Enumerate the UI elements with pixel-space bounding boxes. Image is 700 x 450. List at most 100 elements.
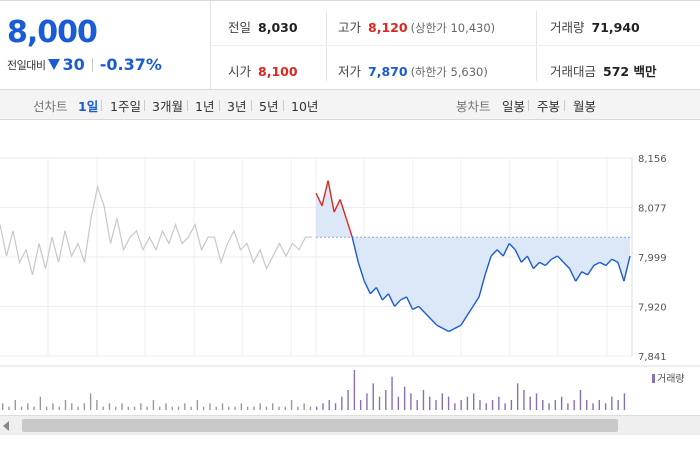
series-line: [327, 180, 335, 213]
volume-bar: [611, 396, 613, 410]
tab-10years[interactable]: 10년: [291, 99, 319, 114]
current-price: 8,000: [7, 15, 98, 50]
volume-bar: [309, 406, 312, 410]
volume-bar: [58, 406, 60, 410]
series-line: [357, 262, 365, 282]
series-line: [430, 318, 438, 326]
volume-bar: [454, 403, 456, 410]
volume-bar: [265, 406, 268, 410]
series-line: [611, 258, 619, 263]
divider: [144, 100, 145, 111]
series-line: [363, 280, 371, 295]
series-line: [412, 305, 419, 311]
series-line: [514, 249, 522, 263]
volume-bar: [579, 390, 582, 410]
tab-monthly-candle[interactable]: 월봉: [573, 99, 597, 114]
volume-bar: [592, 403, 594, 410]
tab-3years[interactable]: 3년: [227, 99, 247, 114]
series-line: [544, 258, 553, 266]
divider: [251, 100, 252, 111]
series-line: [466, 305, 474, 317]
volume-bar: [228, 406, 230, 410]
volume-bar: [234, 406, 236, 410]
price-chart-svg: 8,156 8,077 7,999 7,920 7,841 거래량: [0, 154, 700, 410]
volume-bar: [391, 376, 393, 410]
volume-bar: [623, 393, 626, 410]
change-label: 전일대비: [7, 58, 46, 72]
change-percent: -0.37%: [99, 55, 162, 74]
volume-bar: [190, 406, 192, 410]
volume-bar: [152, 400, 155, 410]
divider: [283, 100, 284, 111]
series-line: [587, 265, 595, 276]
open-value: 8,100: [258, 64, 298, 79]
volume-bar: [604, 403, 607, 410]
series-line: [617, 262, 625, 282]
volume-bar: [297, 406, 299, 410]
volume-bar: [209, 403, 211, 410]
series-line: [442, 327, 450, 333]
y-tick-label: 7,841: [638, 352, 667, 363]
volume-bar: [133, 406, 136, 410]
volume-bar: [573, 400, 575, 410]
volume-bar: [491, 400, 494, 410]
volume-bar: [8, 406, 10, 410]
volume-bar: [115, 406, 117, 410]
volume-bar: [510, 400, 513, 410]
volume-bar: [498, 396, 500, 410]
y-tick-label: 7,920: [638, 303, 667, 314]
volume-bar: [542, 400, 544, 410]
volume-bar: [96, 400, 98, 410]
series-line: [400, 296, 407, 301]
volume-bar: [52, 403, 54, 410]
series-line: [393, 299, 402, 307]
series-line: [333, 199, 341, 213]
row-divider: [211, 45, 700, 46]
tab-1year[interactable]: 1년: [195, 99, 215, 114]
tab-daily-candle[interactable]: 일봉: [502, 99, 526, 114]
volume-bar: [504, 403, 506, 410]
volume-bar: [473, 393, 475, 410]
series-line: [424, 312, 432, 320]
series-line: [345, 218, 353, 238]
low-price: 저가 7,870 (하한가 5,630): [338, 61, 488, 80]
tab-weekly-candle[interactable]: 주봉: [537, 99, 561, 114]
prev-close-label: 전일: [228, 20, 252, 35]
volume-bar: [548, 403, 550, 410]
volume-bar: [435, 400, 437, 410]
tab-5years[interactable]: 5년: [259, 99, 279, 114]
candle-chart-label: 봉차트: [456, 99, 491, 114]
volume-bar: [2, 403, 4, 410]
volume-bar: [334, 403, 337, 410]
volume-bar: [83, 403, 86, 410]
volume-bar: [554, 400, 557, 410]
scroll-thumb[interactable]: [22, 419, 618, 432]
series-line: [478, 274, 486, 298]
series-line: [0, 184, 312, 276]
series-line: [405, 296, 414, 310]
volume-bar: [121, 403, 123, 410]
series-line: [568, 268, 577, 282]
volume-bar: [196, 400, 199, 410]
series-line: [351, 237, 359, 263]
tab-3months[interactable]: 3개월: [152, 99, 183, 114]
volume-bar: [485, 403, 487, 410]
volume-bar: [328, 400, 330, 410]
series-line: [484, 255, 492, 276]
volume-bar: [89, 393, 92, 410]
volume-bar: [303, 403, 305, 410]
series-line: [381, 293, 389, 301]
tab-1week[interactable]: 1주일: [110, 99, 141, 114]
y-tick-label: 8,156: [638, 154, 667, 165]
volume-bar: [127, 406, 129, 410]
scroll-left-icon[interactable]: [3, 421, 9, 431]
tab-1day[interactable]: 1일: [78, 99, 99, 114]
volume-bar: [290, 400, 293, 410]
series-line: [575, 271, 583, 282]
volume-bar: [529, 396, 531, 410]
volume-bar: [246, 406, 249, 410]
chart-scrollbar[interactable]: [0, 415, 700, 435]
volume-bar: [221, 403, 224, 410]
volume: 거래량 71,940: [550, 17, 640, 36]
volume-bar: [397, 396, 400, 410]
